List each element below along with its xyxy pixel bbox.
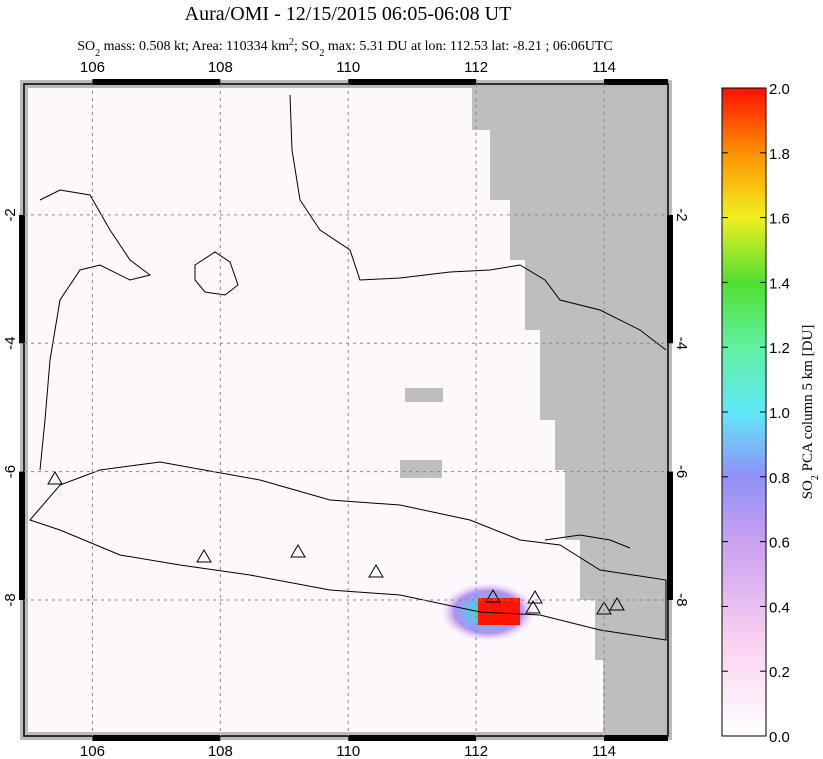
- text-part: SO: [77, 39, 95, 54]
- title: Aura/OMI - 12/15/2015 06:05-06:08 UT: [185, 3, 512, 25]
- x-tick-label: 106: [80, 59, 105, 76]
- text-part: 2: [319, 48, 324, 59]
- no-data-patch: [400, 460, 442, 478]
- axis-bar: [92, 79, 221, 85]
- colorbar-tick-label: 1.0: [769, 405, 790, 422]
- axis-bar: [667, 214, 673, 344]
- coastline: [29, 461, 667, 641]
- colorbar-tick-label: 1.4: [769, 275, 790, 292]
- axes: 106 106 108 108 110 110 112 112 114 114 -2 -2 -4 -4 -6…: [2, 59, 690, 759]
- y-tick-label: -6: [2, 465, 19, 478]
- map-frame: [23, 83, 669, 737]
- axis-bar: [348, 735, 477, 741]
- subtitle: SO2 mass: 0.508 kt; Area: 110334 km2; SO…: [77, 37, 612, 59]
- colorbar-label: SO2 PCA column 5 km [DU]: [800, 325, 821, 500]
- y-tick-label: -8: [2, 593, 19, 606]
- text-part: max: 5.31 DU at lon: 112.53 lat: -8.21 ;…: [324, 39, 612, 54]
- x-tick-label: 114: [592, 59, 616, 76]
- coastline: [544, 534, 631, 549]
- coastline: [39, 189, 152, 471]
- text-part: 2: [95, 48, 100, 59]
- text-part: 2: [289, 37, 294, 48]
- text-part: mass: 0.508 kt; Area: 110334 km: [100, 39, 289, 54]
- colorbar-tick-label: 0.2: [769, 664, 790, 681]
- y-tick-label: -2: [673, 208, 690, 221]
- coastline: [194, 251, 239, 296]
- axis-bar: [19, 214, 25, 344]
- axis-bar: [667, 471, 673, 600]
- y-tick-label: -4: [673, 337, 690, 350]
- colorbar: [721, 87, 767, 737]
- colorbar-tick-label: 0.4: [769, 599, 790, 616]
- colorbar-tick-label: 0.8: [769, 470, 790, 487]
- text-part: 2: [810, 475, 821, 480]
- colorbar-tick-label: 0.6: [769, 535, 790, 552]
- axis-bar: [604, 79, 668, 85]
- y-tick-label: -2: [2, 208, 19, 221]
- volcanoes: [47, 471, 625, 615]
- text-part: PCA column 5 km [DU]: [800, 325, 816, 475]
- text-part: SO: [800, 480, 816, 499]
- colorbar-tick-label: 2.0: [769, 81, 790, 98]
- x-tick-label: 108: [208, 743, 233, 759]
- x-tick-label: 112: [464, 59, 488, 76]
- y-tick-label: -4: [2, 337, 19, 350]
- x-tick-label: 108: [208, 59, 233, 76]
- axis-bar: [348, 79, 477, 85]
- coastline: [289, 94, 667, 351]
- text-part: ; SO: [294, 39, 319, 54]
- x-tick-label: 112: [464, 743, 488, 759]
- axis-bar: [19, 471, 25, 600]
- x-tick-label: 110: [336, 59, 360, 76]
- axis-bar: [92, 735, 221, 741]
- no-data-patch: [405, 388, 443, 402]
- axis-bar: [604, 735, 668, 741]
- colorbar-tick-label: 1.6: [769, 211, 790, 228]
- map: [20, 80, 672, 740]
- y-tick-label: -6: [673, 465, 690, 478]
- x-tick-label: 110: [336, 743, 360, 759]
- colorbar-tick-label: 1.8: [769, 146, 790, 163]
- colorbar-tick-label: 1.2: [769, 340, 790, 357]
- y-tick-label: -8: [673, 593, 690, 606]
- x-tick-label: 114: [592, 743, 616, 759]
- colorbar-tick-label: 0.0: [769, 729, 790, 746]
- x-tick-label: 106: [80, 743, 105, 759]
